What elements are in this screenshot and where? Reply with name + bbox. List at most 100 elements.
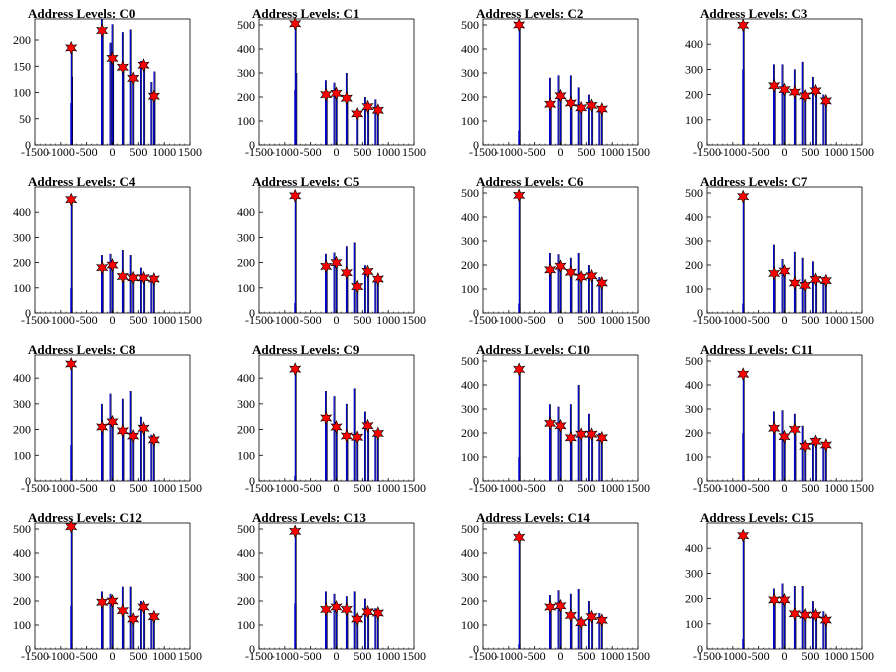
chart-title: Address Levels: C11 [700, 342, 814, 357]
x-tick-label: 0 [558, 145, 564, 159]
x-tick-label: 1000 [600, 481, 624, 495]
peak-marker [595, 613, 608, 628]
y-tick-label: 0 [697, 642, 703, 656]
x-tick-label: -500 [76, 313, 98, 327]
y-tick-label: 0 [25, 474, 31, 488]
peak-marker [544, 97, 557, 112]
y-tick-label: 100 [13, 448, 31, 462]
x-tick-label: -1500 [21, 145, 49, 159]
peak-marker [351, 279, 364, 294]
x-tick-label: 1500 [402, 313, 426, 327]
y-tick-label: 100 [237, 618, 255, 632]
y-tick-label: 300 [237, 570, 255, 584]
x-tick-label: -500 [524, 145, 546, 159]
peak-marker [737, 189, 750, 204]
chart-title: Address Levels: C10 [476, 342, 590, 357]
y-tick-label: 500 [461, 522, 479, 536]
y-tick-label: 400 [685, 37, 703, 51]
y-tick-label: 0 [25, 306, 31, 320]
x-tick-label: 1500 [178, 145, 202, 159]
x-tick-label: 1500 [402, 649, 426, 663]
x-tick-label: -500 [300, 649, 322, 663]
x-tick-label: -1500 [693, 145, 721, 159]
chart-plot: -1500-1000 -500 0 500 1000 1500 0 100 200 300 400 5… [685, 186, 874, 327]
peak-marker [371, 271, 384, 286]
peak-marker [575, 270, 588, 284]
peak-marker [289, 188, 302, 203]
x-tick-label: -500 [524, 481, 546, 495]
y-tick-label: 300 [685, 566, 703, 580]
peak-marker [330, 600, 343, 614]
peak-marker [96, 260, 109, 275]
x-tick-label: 1000 [824, 145, 848, 159]
y-tick-label: 0 [697, 306, 703, 320]
x-tick-label: 1000 [600, 649, 624, 663]
chart-plot: -1500-1000 -500 0 500 1000 1500 0 100 200 300 400 [237, 186, 426, 327]
x-tick-label: -1500 [245, 145, 273, 159]
peak-marker [65, 40, 78, 55]
peak-marker [513, 188, 526, 203]
x-tick-label: -1500 [693, 313, 721, 327]
peak-marker [554, 259, 567, 274]
chart-plot: -1500-1000 -500 0 500 1000 1500 0 100 200 300 400 5… [685, 354, 874, 495]
x-tick-label: 500 [577, 649, 595, 663]
peak-marker [361, 604, 374, 619]
y-tick-label: 200 [237, 594, 255, 608]
y-tick-label: 200 [13, 594, 31, 608]
peak-marker [575, 100, 588, 115]
x-tick-label: -1500 [469, 481, 497, 495]
x-tick-label: -500 [524, 649, 546, 663]
peak-marker [809, 272, 822, 287]
peak-marker [768, 78, 781, 93]
peak-marker [513, 530, 526, 545]
y-tick-label: 0 [249, 642, 255, 656]
y-tick-label: 0 [473, 474, 479, 488]
x-tick-label: -1000 [271, 145, 299, 159]
peak-marker [544, 600, 557, 614]
y-tick-label: 300 [13, 570, 31, 584]
peak-marker [809, 434, 822, 449]
peak-marker [799, 88, 812, 103]
chart-plot: -1500-1000 -500 0 500 1000 1500 0 100 200 300 400 [685, 522, 874, 663]
peak-marker [564, 265, 577, 280]
peak-marker [595, 430, 608, 445]
peak-marker [819, 273, 832, 288]
peak-marker [116, 60, 129, 75]
peak-marker [289, 16, 302, 31]
peak-marker [737, 18, 750, 33]
peak-marker [96, 420, 109, 434]
chart-plot: -1500-1000 -500 0 500 1000 1500 0 100 200 300 400 5… [237, 16, 426, 159]
x-tick-label: -500 [748, 145, 770, 159]
x-tick-label: 1000 [376, 649, 400, 663]
chart-panel: Address Levels: C5 -1500 -1000 -500 0 500 1000… [224, 168, 448, 336]
y-tick-label: 50 [19, 112, 31, 126]
x-tick-label: 1500 [850, 649, 874, 663]
peak-marker [585, 609, 598, 624]
y-tick-label: 200 [13, 256, 31, 270]
x-tick-label: -1000 [271, 313, 299, 327]
chart-title: Address Levels: C7 [700, 174, 808, 189]
peak-marker [595, 102, 608, 116]
chart-panel: Address Levels: C2 -1500 -1000 -500 0 500 1000… [448, 0, 672, 168]
y-tick-label: 300 [13, 230, 31, 244]
chart-title: Address Levels: C3 [700, 6, 808, 21]
peak-marker [564, 608, 577, 623]
x-tick-label: -1000 [47, 481, 75, 495]
peak-marker [96, 23, 109, 38]
y-tick-label: 400 [13, 546, 31, 560]
x-tick-label: 1500 [402, 145, 426, 159]
peak-marker [137, 421, 150, 436]
x-tick-label: -500 [300, 481, 322, 495]
peak-marker [737, 367, 750, 382]
y-tick-label: 100 [13, 281, 31, 295]
peak-marker [320, 87, 333, 102]
peak-marker [330, 420, 343, 434]
peak-marker [788, 276, 801, 290]
y-tick-label: 100 [685, 450, 703, 464]
y-tick-label: 100 [237, 114, 255, 128]
y-tick-label: 200 [461, 594, 479, 608]
y-tick-label: 0 [697, 138, 703, 152]
x-tick-label: -1000 [495, 145, 523, 159]
x-tick-label: -1500 [21, 649, 49, 663]
x-tick-label: 0 [334, 313, 340, 327]
